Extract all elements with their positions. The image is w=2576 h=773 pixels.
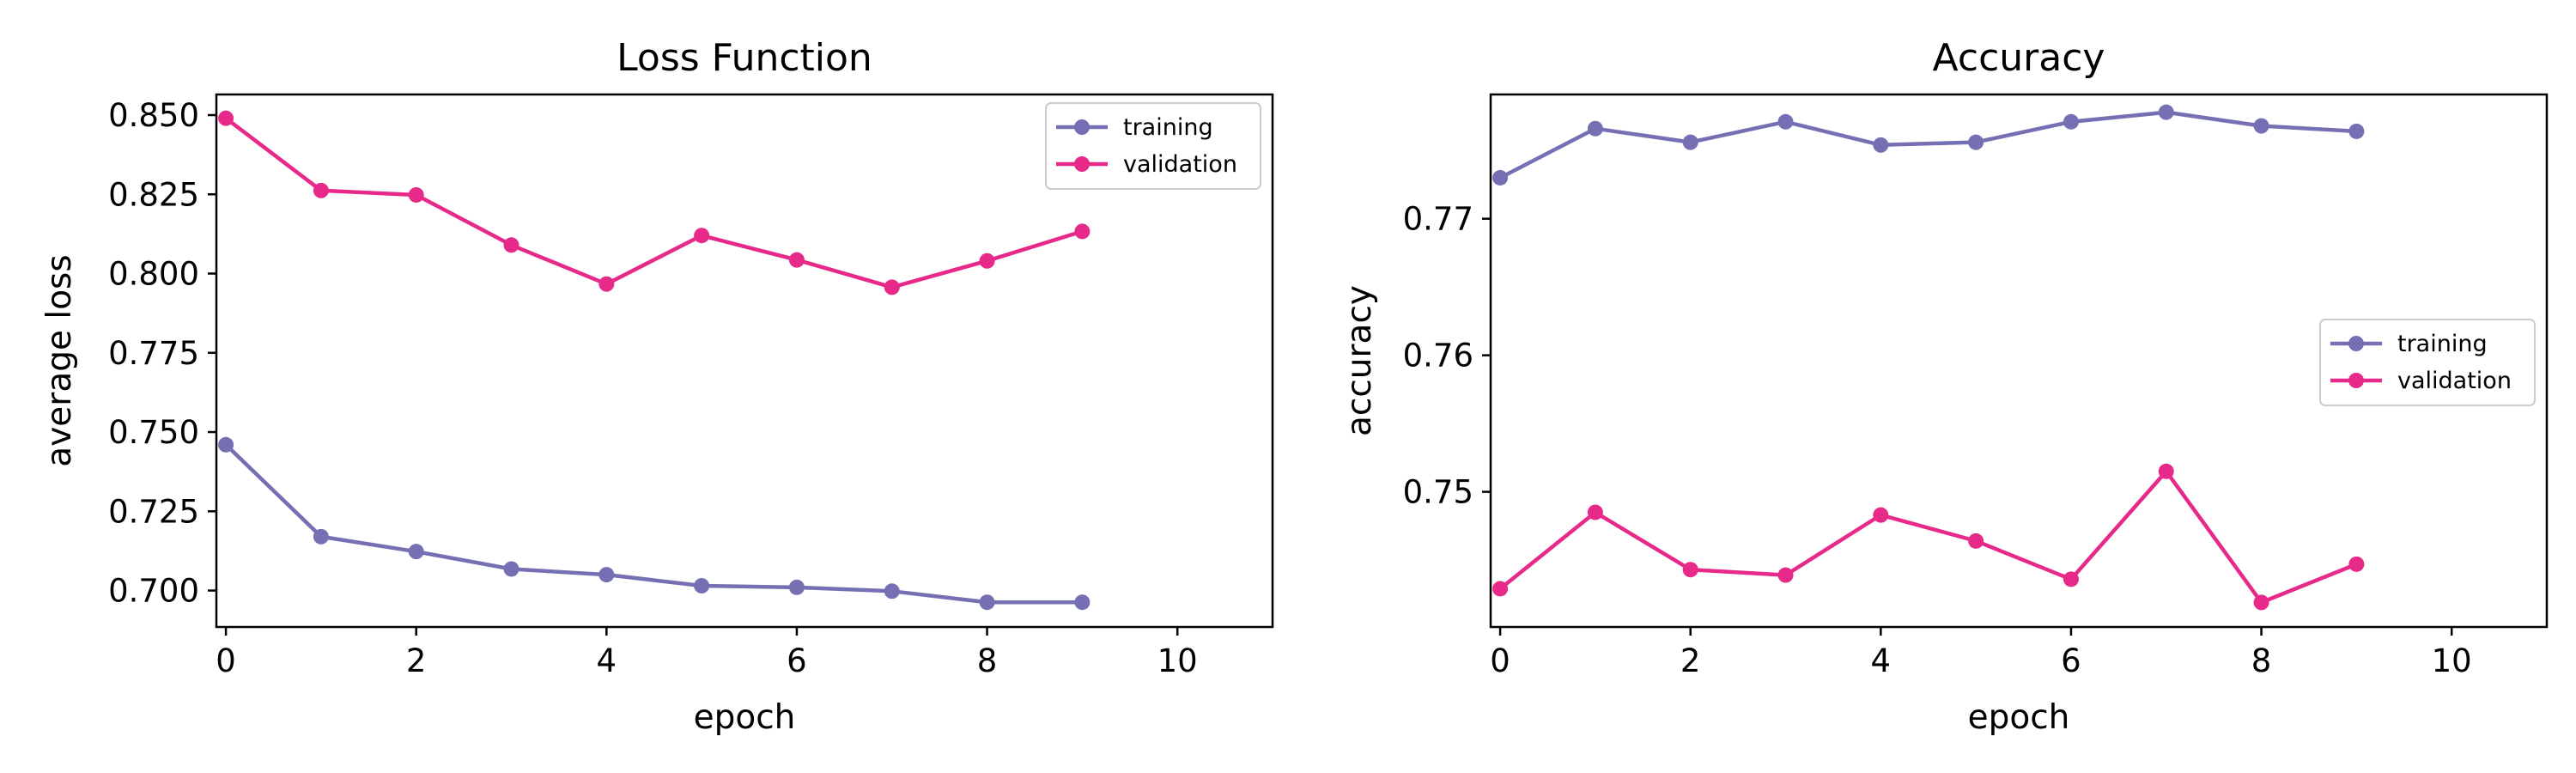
y-tick-label: 0.75 <box>1403 474 1473 511</box>
legend-marker-validation <box>2348 373 2364 388</box>
data-point-training <box>2063 113 2079 130</box>
series-line-training <box>224 443 1083 605</box>
x-tick-label: 10 <box>2432 642 2472 679</box>
x-tick-label: 6 <box>2061 642 2081 679</box>
data-point-training <box>1587 120 1603 137</box>
y-tick-label: 0.775 <box>108 335 199 372</box>
legend-label-validation: validation <box>1123 151 1237 178</box>
data-point-training <box>1074 594 1091 611</box>
x-axis-label: epoch <box>694 698 796 737</box>
series-line-validation <box>224 116 1084 289</box>
data-point-validation <box>1682 562 1698 578</box>
data-point-validation <box>503 237 519 253</box>
data-point-validation <box>2063 571 2079 587</box>
data-point-validation <box>1873 507 1889 523</box>
data-point-validation <box>1968 533 1984 549</box>
data-point-training <box>313 528 329 545</box>
data-point-validation <box>694 228 710 244</box>
y-tick-label: 0.725 <box>108 493 199 530</box>
data-point-validation <box>313 182 329 198</box>
data-point-training <box>1682 134 1698 150</box>
data-point-training <box>218 436 234 453</box>
y-axis-label: accuracy <box>1340 285 1379 436</box>
data-point-training <box>2253 118 2269 134</box>
y-tick-label: 0.850 <box>108 97 199 134</box>
data-point-training <box>694 578 710 594</box>
data-point-training <box>598 567 615 583</box>
data-point-validation <box>218 110 234 126</box>
data-point-validation <box>598 276 615 292</box>
data-point-training <box>1492 169 1509 186</box>
data-point-training <box>979 594 995 611</box>
series-line-validation <box>1498 469 2358 605</box>
x-tick-label: 8 <box>977 642 998 679</box>
legend-marker-training <box>2348 336 2364 351</box>
x-tick-label: 4 <box>597 642 617 679</box>
y-tick-label: 0.77 <box>1403 201 1473 238</box>
data-point-training <box>1968 134 1984 150</box>
data-point-validation <box>1587 504 1603 520</box>
legend-marker-training <box>1074 119 1090 135</box>
chart-loss <box>208 93 1274 636</box>
x-tick-label: 4 <box>1871 642 1892 679</box>
data-point-validation <box>979 253 995 269</box>
data-point-training <box>503 561 519 577</box>
y-tick-label: 0.750 <box>108 414 199 451</box>
data-point-training <box>408 544 424 560</box>
data-point-training <box>884 583 900 600</box>
data-point-training <box>1873 137 1889 153</box>
y-tick-label: 0.825 <box>108 176 199 213</box>
x-axis-label: epoch <box>1968 698 2070 737</box>
data-point-validation <box>408 186 424 203</box>
x-tick-label: 2 <box>1680 642 1701 679</box>
data-point-training <box>788 579 805 595</box>
x-tick-label: 6 <box>787 642 807 679</box>
data-point-validation <box>1777 567 1794 583</box>
data-point-validation <box>2158 463 2174 479</box>
data-point-training <box>2158 104 2174 120</box>
x-tick-label: 2 <box>406 642 427 679</box>
legend-label-training: training <box>2397 331 2488 357</box>
legend-marker-validation <box>1074 156 1090 172</box>
data-point-validation <box>1074 223 1091 240</box>
y-axis-label: average loss <box>40 254 79 466</box>
axes-frame <box>1489 93 2549 629</box>
data-point-training <box>2348 123 2365 139</box>
data-point-training <box>1777 113 1794 130</box>
y-tick-label: 0.800 <box>108 256 199 293</box>
data-point-validation <box>2348 556 2365 572</box>
chart-accuracy <box>1482 93 2549 636</box>
data-point-validation <box>884 279 900 295</box>
data-point-validation <box>788 252 805 268</box>
legend-label-validation: validation <box>2397 368 2512 394</box>
x-tick-label: 0 <box>216 642 236 679</box>
axes-frame <box>215 93 1274 629</box>
legend-box <box>2319 319 2536 406</box>
series-line-training <box>1499 110 2357 180</box>
x-tick-label: 8 <box>2251 642 2272 679</box>
chart-title: Loss Function <box>617 36 872 80</box>
legend-label-training: training <box>1123 114 1213 141</box>
x-tick-label: 10 <box>1157 642 1198 679</box>
y-tick-label: 0.76 <box>1403 338 1473 374</box>
data-point-validation <box>2253 594 2269 611</box>
x-tick-label: 0 <box>1490 642 1510 679</box>
legend-box <box>1045 102 1261 190</box>
chart-title: Accuracy <box>1933 36 2105 80</box>
data-point-validation <box>1492 581 1509 597</box>
y-tick-label: 0.700 <box>108 573 199 610</box>
